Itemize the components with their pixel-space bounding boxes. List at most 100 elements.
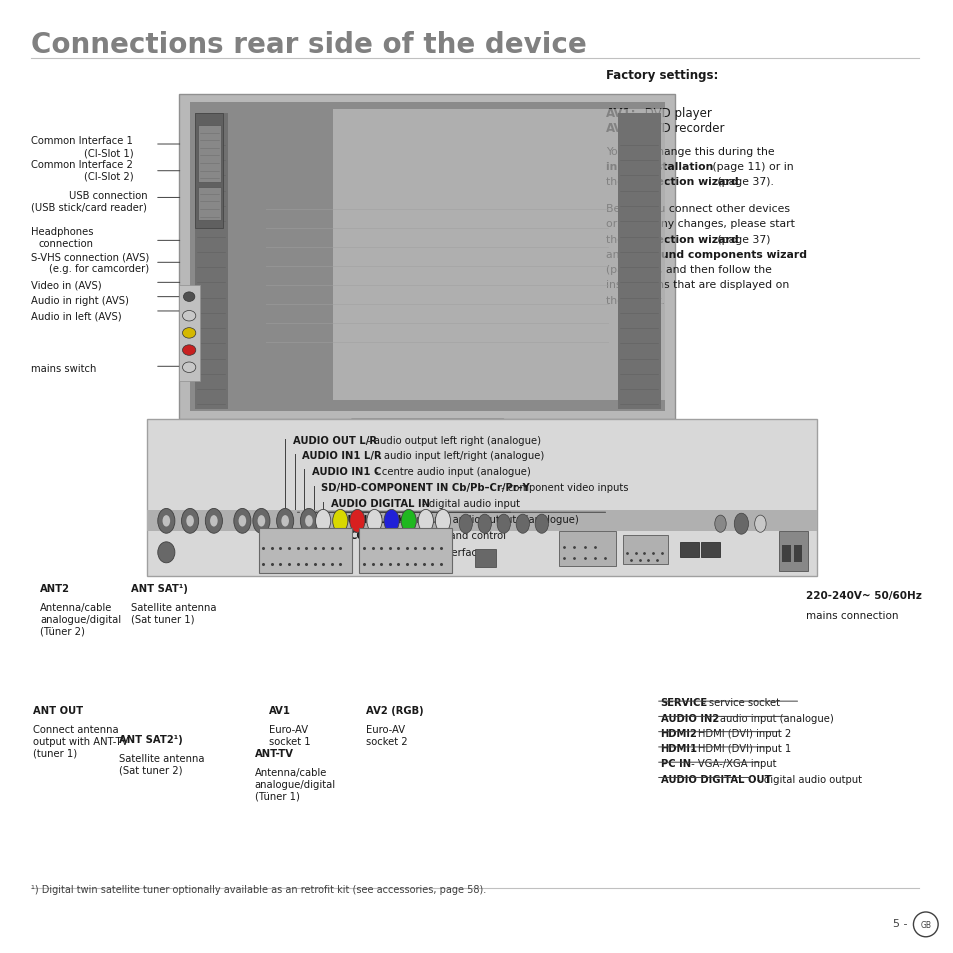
Text: - HDMI (DVI) input 1: - HDMI (DVI) input 1 — [687, 743, 791, 753]
Text: Before you connect other devices: Before you connect other devices — [606, 204, 790, 213]
Text: or make any changes, please start: or make any changes, please start — [606, 219, 795, 229]
Ellipse shape — [497, 515, 510, 534]
Text: Euro-AV
socket 2: Euro-AV socket 2 — [366, 724, 407, 746]
Ellipse shape — [281, 516, 289, 527]
Text: DVD recorder: DVD recorder — [640, 122, 723, 135]
Text: You can change this during the: You can change this during the — [606, 147, 774, 156]
Text: ¹) Digital twin satellite tuner optionally available as an retrofit kit (see acc: ¹) Digital twin satellite tuner optional… — [31, 884, 486, 894]
Text: USB connection
(USB stick/card reader): USB connection (USB stick/card reader) — [31, 191, 147, 213]
Bar — [781, 545, 790, 562]
Bar — [359, 528, 452, 574]
Text: AUDIO IN2: AUDIO IN2 — [659, 713, 719, 722]
Ellipse shape — [350, 510, 365, 533]
Text: the TV set.: the TV set. — [606, 295, 664, 305]
Text: - VGA-/XGA input: - VGA-/XGA input — [687, 759, 776, 768]
Text: ANT SAT2¹): ANT SAT2¹) — [119, 734, 182, 743]
Text: AV1: AV1 — [269, 705, 291, 715]
Text: Common Interface 2
(CI-Slot 2): Common Interface 2 (CI-Slot 2) — [31, 160, 133, 182]
Text: - HDMI (DVI) input 2: - HDMI (DVI) input 2 — [687, 728, 791, 738]
Text: mains connection: mains connection — [805, 610, 898, 619]
Text: - audio input (analogue): - audio input (analogue) — [709, 713, 833, 722]
Ellipse shape — [516, 515, 529, 534]
Ellipse shape — [157, 542, 174, 563]
Polygon shape — [333, 110, 664, 400]
Text: AUDIO DIGITAL IN: AUDIO DIGITAL IN — [331, 498, 429, 508]
Text: DVD player: DVD player — [640, 107, 711, 120]
Ellipse shape — [257, 516, 265, 527]
Text: sound components wizard: sound components wizard — [647, 250, 806, 259]
Ellipse shape — [435, 510, 450, 533]
Text: AUDIO DIGITAL OUT: AUDIO DIGITAL OUT — [659, 774, 770, 783]
Polygon shape — [333, 419, 522, 467]
Ellipse shape — [238, 516, 246, 527]
Ellipse shape — [181, 509, 198, 534]
Ellipse shape — [162, 516, 170, 527]
Bar — [622, 536, 667, 564]
Bar — [793, 545, 801, 562]
Text: GB: GB — [920, 920, 930, 929]
Ellipse shape — [477, 515, 491, 534]
Text: and the: and the — [606, 250, 651, 259]
Text: HDMI1: HDMI1 — [659, 743, 697, 753]
Ellipse shape — [182, 329, 195, 339]
Ellipse shape — [458, 515, 472, 534]
Ellipse shape — [210, 516, 217, 527]
Text: - surround audio outputs (analogue): - surround audio outputs (analogue) — [395, 515, 578, 524]
Ellipse shape — [233, 509, 251, 534]
Text: - component video inputs: - component video inputs — [497, 482, 627, 492]
Text: 5 -: 5 - — [892, 919, 907, 928]
Text: RS-232C: RS-232C — [359, 547, 406, 557]
Text: AUDIO IN1 C: AUDIO IN1 C — [312, 466, 381, 476]
Polygon shape — [190, 103, 664, 412]
Text: (page 41), and then follow the: (page 41), and then follow the — [606, 265, 772, 274]
Text: - service socket: - service socket — [699, 698, 780, 707]
Text: Audio in left (AVS): Audio in left (AVS) — [31, 311, 122, 320]
Text: mains switch: mains switch — [31, 364, 96, 374]
Ellipse shape — [315, 510, 331, 533]
Bar — [258, 528, 352, 574]
Text: (page 37).: (page 37). — [714, 177, 773, 187]
Text: HDMI2: HDMI2 — [659, 728, 697, 738]
Ellipse shape — [183, 293, 194, 302]
Polygon shape — [178, 95, 674, 419]
Ellipse shape — [157, 509, 174, 534]
Text: connection wizard: connection wizard — [626, 177, 738, 187]
Text: 220-240V~ 50/60Hz: 220-240V~ 50/60Hz — [805, 591, 921, 600]
Bar — [178, 286, 199, 381]
Text: SD/HD-COMPONENT IN Cb/Pb–Cr/Pr–Y: SD/HD-COMPONENT IN Cb/Pb–Cr/Pr–Y — [321, 482, 530, 492]
Ellipse shape — [367, 510, 382, 533]
Text: - rotating stand control: - rotating stand control — [388, 531, 506, 540]
Ellipse shape — [754, 516, 765, 533]
Text: Headphones
connection: Headphones connection — [31, 227, 93, 249]
Ellipse shape — [253, 509, 270, 534]
Ellipse shape — [182, 363, 195, 373]
Bar — [194, 114, 223, 229]
Ellipse shape — [186, 516, 193, 527]
Text: initial installation: initial installation — [606, 162, 713, 172]
Ellipse shape — [535, 515, 548, 534]
Bar — [618, 114, 659, 410]
Ellipse shape — [714, 516, 725, 533]
Text: ANT-TV: ANT-TV — [254, 748, 294, 758]
Text: Audio in right (AVS): Audio in right (AVS) — [31, 295, 129, 305]
Ellipse shape — [276, 509, 294, 534]
Ellipse shape — [333, 510, 348, 533]
Bar — [147, 511, 817, 532]
Text: Satellite antenna
(Sat tuner 2): Satellite antenna (Sat tuner 2) — [119, 753, 204, 775]
Text: ANT SAT¹): ANT SAT¹) — [131, 583, 188, 593]
Ellipse shape — [734, 514, 748, 535]
Text: AV1:: AV1: — [606, 107, 637, 120]
Ellipse shape — [182, 312, 195, 322]
Text: Factory settings:: Factory settings: — [606, 69, 718, 82]
Text: AUDIO IN1 L/R: AUDIO IN1 L/R — [302, 451, 381, 460]
Text: - digital audio input: - digital audio input — [418, 498, 519, 508]
Text: Antenna/cable
analogue/digital
(Tüner 2): Antenna/cable analogue/digital (Tüner 2) — [40, 602, 121, 636]
Bar — [700, 542, 720, 558]
Bar — [679, 542, 698, 558]
Text: - digital audio output: - digital audio output — [754, 774, 862, 783]
Text: (page 37): (page 37) — [714, 234, 770, 244]
Bar — [475, 550, 496, 567]
Text: connection wizard: connection wizard — [626, 234, 738, 244]
Text: (page 11) or in: (page 11) or in — [708, 162, 793, 172]
Text: instructions that are displayed on: instructions that are displayed on — [606, 280, 789, 290]
